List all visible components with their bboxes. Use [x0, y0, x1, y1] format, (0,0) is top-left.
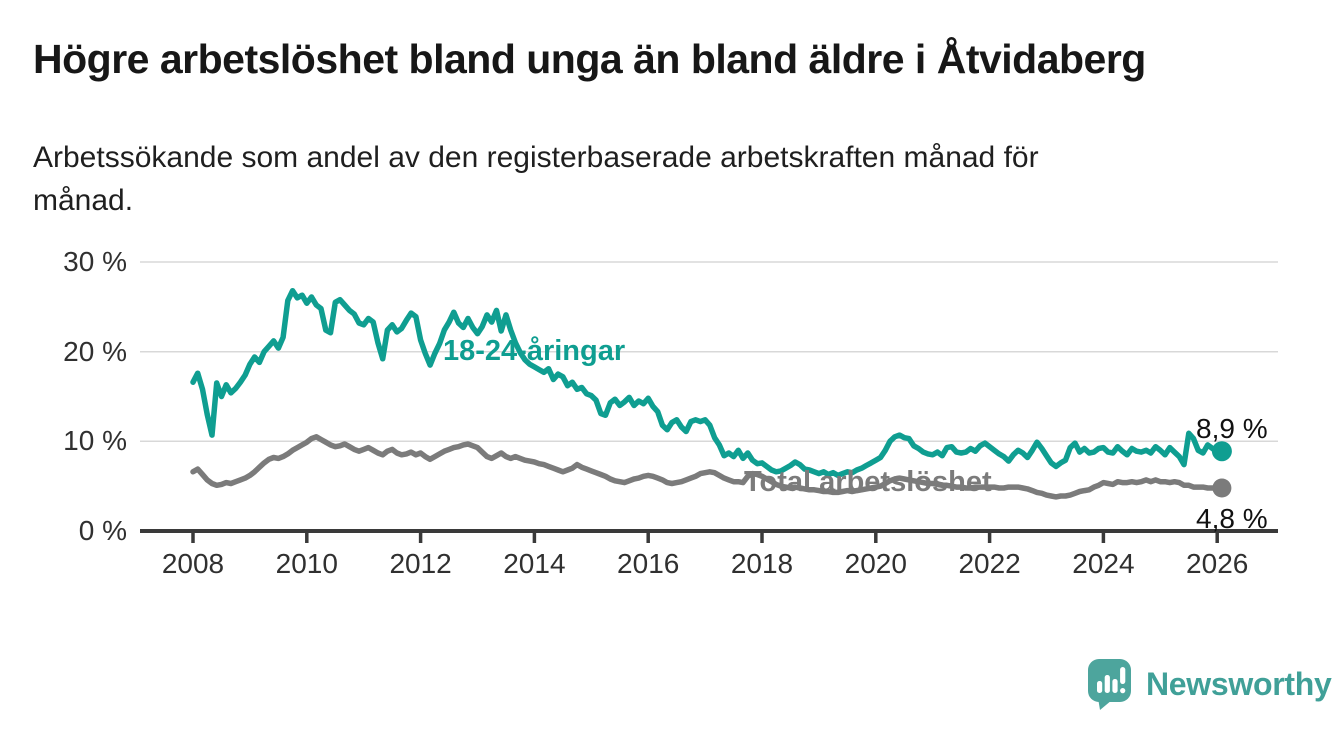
series-line — [190, 434, 1225, 500]
series-line — [190, 287, 1225, 479]
series-end-dot — [1211, 441, 1232, 462]
series-end-dot — [1212, 478, 1232, 498]
